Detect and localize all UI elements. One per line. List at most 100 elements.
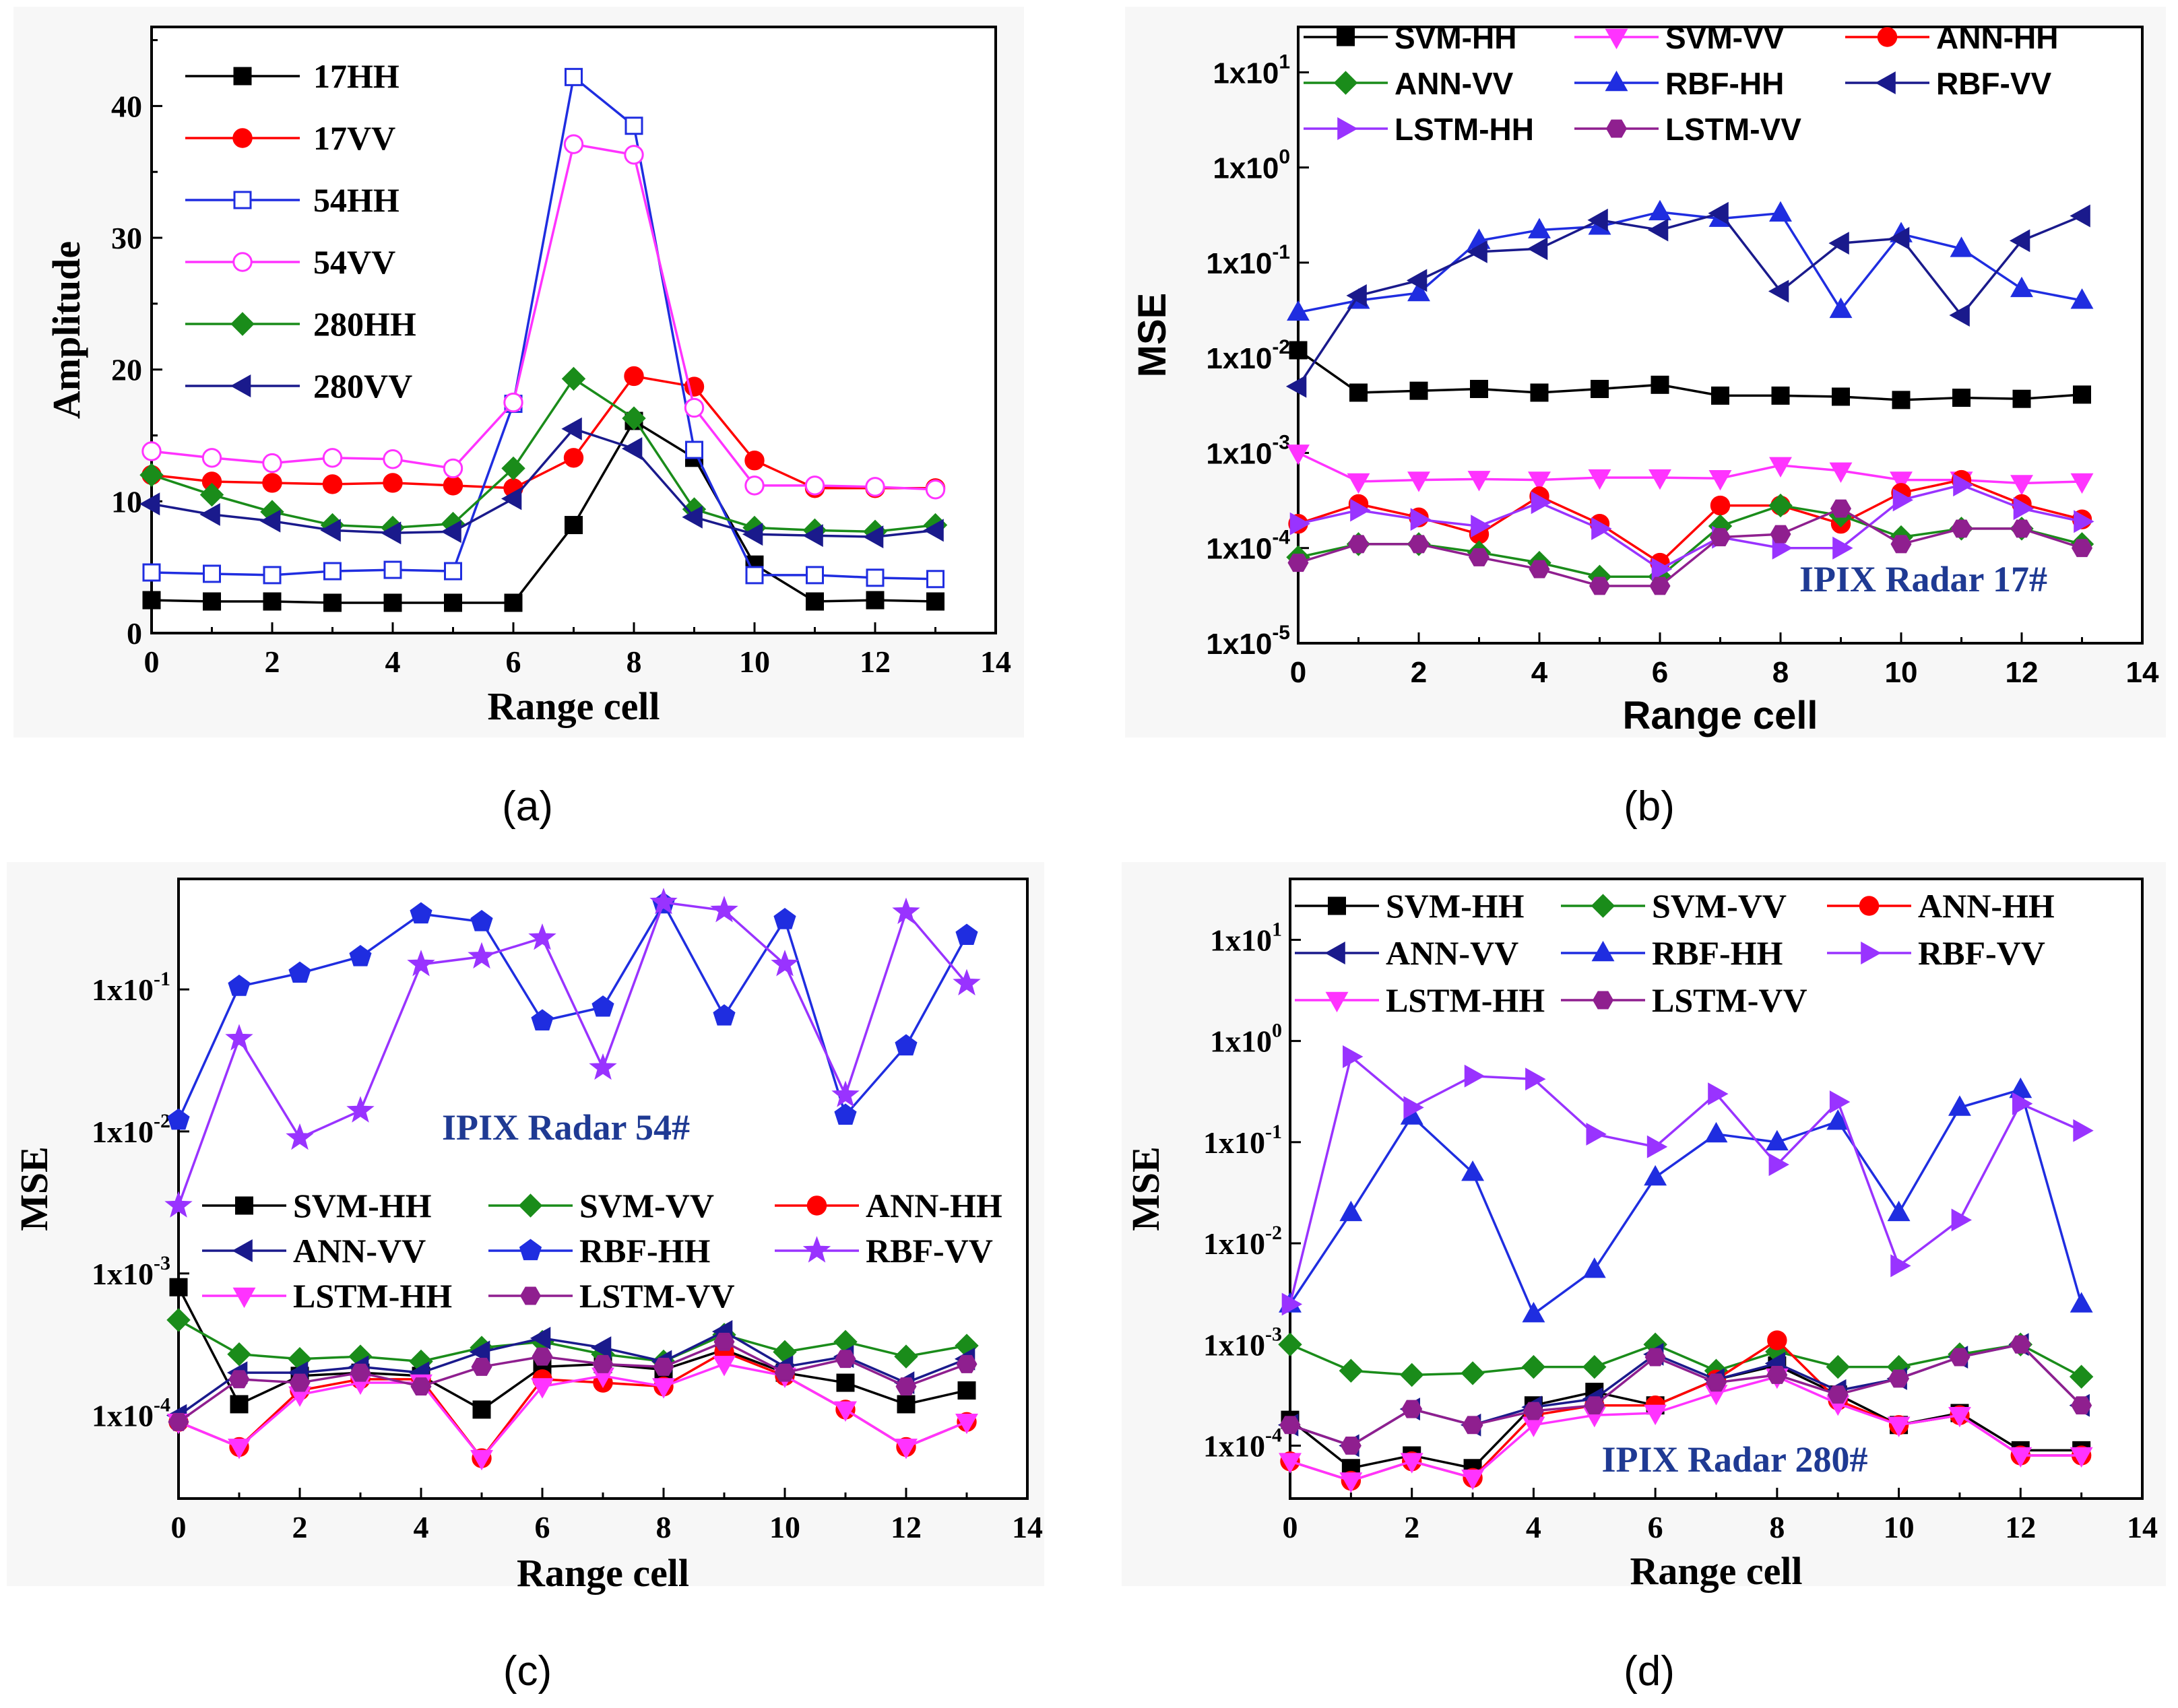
data-point-280hh: [561, 366, 586, 391]
data-point-54vv: [141, 441, 162, 461]
legend-marker-rbf-vv: [1875, 71, 1896, 94]
data-point-svm-vv: [2069, 1365, 2094, 1389]
data-point-rbf-vv: [1708, 201, 1729, 225]
data-point-svm-vv: [1708, 469, 1732, 491]
x-tick-label: 6: [1648, 1510, 1663, 1544]
data-point-rbf-vv: [1346, 284, 1367, 307]
data-point-lstm-hh: [1892, 488, 1914, 512]
legend-marker-svm-hh: [235, 1196, 253, 1215]
data-point-lstm-hh: [1410, 508, 1432, 531]
series-line-lstm-vv: [1289, 1343, 2082, 1447]
panel-label-c: (c): [503, 1648, 552, 1695]
data-point-svm-vv: [1461, 1361, 1485, 1385]
y-tick-label: 1x10-4: [1206, 527, 1290, 566]
data-point-lstm-vv: [1523, 1402, 1544, 1420]
y-tick-label: 0: [127, 616, 142, 651]
data-point-rbf-vv: [2070, 204, 2090, 228]
data-point-54hh: [142, 563, 161, 582]
data-point-svm-hh: [1289, 341, 1308, 360]
data-point-rbf-vv: [1828, 232, 1849, 255]
data-point-lstm-hh: [955, 1413, 978, 1435]
data-point-17vv: [383, 473, 403, 493]
data-point-rbf-hh: [1528, 218, 1551, 238]
data-point-rbf-hh: [288, 961, 311, 983]
data-point-rbf-vv: [892, 897, 920, 924]
data-point-280vv: [802, 524, 823, 548]
y-axis-title: MSE: [1124, 1146, 1167, 1231]
data-point-lstm-vv: [2071, 539, 2093, 558]
data-point-svm-vv: [1826, 1354, 1850, 1379]
data-point-ann-vv: [469, 1340, 490, 1364]
data-point-lstm-hh: [2013, 497, 2035, 521]
data-point-ann-vv: [1768, 493, 1793, 518]
data-point-280vv: [441, 520, 461, 544]
data-point-280vv: [199, 502, 220, 526]
legend-label: SVM-VV: [1652, 887, 1787, 925]
data-point-280vv: [259, 509, 281, 533]
x-tick-label: 12: [2006, 656, 2039, 689]
legend-item-lstm-hh: LSTM-HH: [202, 1277, 452, 1315]
series-rbf-vv: [1285, 201, 2090, 398]
y-tick-label-exp: -2: [1265, 1222, 1282, 1244]
legend-item-rbf-vv: RBF-VV: [1845, 66, 2052, 101]
y-tick-label-exp: -4: [154, 1394, 170, 1416]
data-point-54vv: [684, 397, 705, 418]
data-point-rbf-hh: [895, 1034, 918, 1056]
data-point-rbf-vv: [225, 1024, 253, 1051]
data-point-svm-hh: [1470, 380, 1488, 399]
data-point-rbf-hh: [773, 908, 796, 929]
legend-item-ann-hh: ANN-HH: [1827, 887, 2055, 925]
data-point-54vv: [503, 392, 523, 413]
series-280vv: [139, 417, 944, 549]
legend-item-rbf-hh: RBF-HH: [488, 1232, 711, 1270]
data-point-17hh: [504, 593, 523, 612]
data-point-lstm-vv: [1770, 525, 1791, 544]
x-tick-label: 0: [144, 645, 160, 679]
data-point-54hh: [685, 440, 703, 459]
x-tick-label: 14: [2127, 1510, 2158, 1544]
y-tick-label-base: 1x10: [1203, 1226, 1265, 1261]
data-point-svm-hh: [897, 1395, 916, 1414]
data-point-lstm-vv: [1584, 1396, 1605, 1415]
legend-item-ann-hh: ANN-HH: [775, 1187, 1002, 1224]
y-tick-label-exp: -4: [1272, 527, 1290, 549]
data-point-rbf-hh: [2010, 276, 2033, 298]
data-point-17hh: [203, 592, 221, 611]
data-point-svm-hh: [472, 1400, 491, 1419]
data-point-svm-vv: [1339, 1358, 1364, 1383]
legend-marker-rbf-hh: [1605, 70, 1628, 92]
data-point-lstm-vv: [1649, 577, 1671, 595]
legend-item-17vv: 17VV: [185, 119, 395, 157]
data-point-rbf-hh: [1407, 280, 1430, 302]
data-point-rbf-vv: [1406, 269, 1428, 292]
legend-label: SVM-HH: [293, 1187, 432, 1224]
series-lstm-vv: [1279, 1335, 2092, 1455]
y-tick-label-base: 1x10: [92, 973, 154, 1007]
data-point-lstm-hh: [1279, 1453, 1302, 1474]
data-point-lstm-vv: [1462, 1416, 1483, 1435]
radar-annotation: IPIX Radar 280#: [1601, 1439, 1867, 1480]
x-tick-label: 10: [739, 645, 770, 679]
legend-label: SVM-HH: [1395, 20, 1516, 55]
data-point-lstm-hh: [1832, 536, 1853, 560]
legend-marker-svm-vv: [1605, 28, 1628, 50]
data-point-svm-hh: [1892, 391, 1911, 409]
legend-label: ANN-HH: [1918, 887, 2055, 925]
legend-item-ann-hh: ANN-HH: [1845, 20, 2058, 55]
data-point-17vv: [624, 366, 644, 387]
plot-frame: [150, 26, 997, 634]
y-tick-label: 1x10-4: [1203, 1424, 1282, 1463]
x-tick-label: 0: [1283, 1510, 1298, 1544]
legend-marker-rbf-hh: [1591, 940, 1615, 962]
legend-label: RBF-VV: [1936, 66, 2052, 101]
data-point-svm-hh: [957, 1381, 976, 1400]
data-point-lstm-vv: [835, 1350, 856, 1369]
data-point-svm-vv: [2010, 475, 2033, 496]
data-point-rbf-vv: [1343, 1045, 1364, 1068]
legend-marker-svm-vv: [518, 1193, 543, 1218]
y-tick-label: 1x10-2: [1203, 1222, 1282, 1261]
series-rbf-vv: [164, 888, 981, 1218]
data-point-rbf-vv: [1527, 237, 1548, 261]
data-point-rbf-vv: [1890, 1254, 1911, 1278]
legend-label: 17VV: [313, 119, 395, 157]
